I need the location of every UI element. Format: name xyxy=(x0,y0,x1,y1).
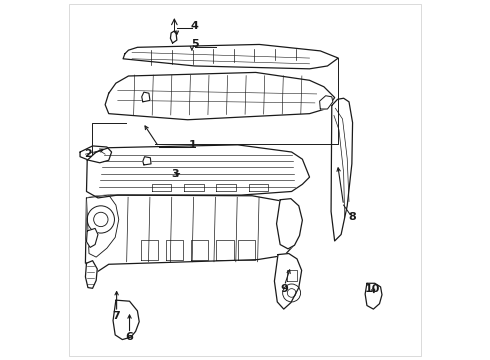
Text: 6: 6 xyxy=(125,332,133,342)
Polygon shape xyxy=(319,96,333,109)
Text: 7: 7 xyxy=(113,311,121,320)
Polygon shape xyxy=(113,300,139,339)
Polygon shape xyxy=(274,253,302,309)
Polygon shape xyxy=(123,44,338,69)
Text: 3: 3 xyxy=(172,168,179,179)
Polygon shape xyxy=(331,98,353,241)
Polygon shape xyxy=(365,283,382,309)
Polygon shape xyxy=(171,31,177,43)
Text: 4: 4 xyxy=(191,21,199,31)
Polygon shape xyxy=(142,92,150,102)
Polygon shape xyxy=(85,261,97,288)
Text: 8: 8 xyxy=(349,212,356,221)
Polygon shape xyxy=(143,157,151,165)
Text: 10: 10 xyxy=(365,284,380,294)
Polygon shape xyxy=(276,199,302,249)
Text: 9: 9 xyxy=(280,284,289,294)
Text: 1: 1 xyxy=(189,140,197,150)
Polygon shape xyxy=(105,72,335,120)
Polygon shape xyxy=(87,228,98,247)
Polygon shape xyxy=(87,145,310,198)
Text: 2: 2 xyxy=(84,149,92,159)
Polygon shape xyxy=(87,195,119,257)
Polygon shape xyxy=(80,146,112,163)
Polygon shape xyxy=(85,195,295,273)
Text: 5: 5 xyxy=(191,40,198,49)
